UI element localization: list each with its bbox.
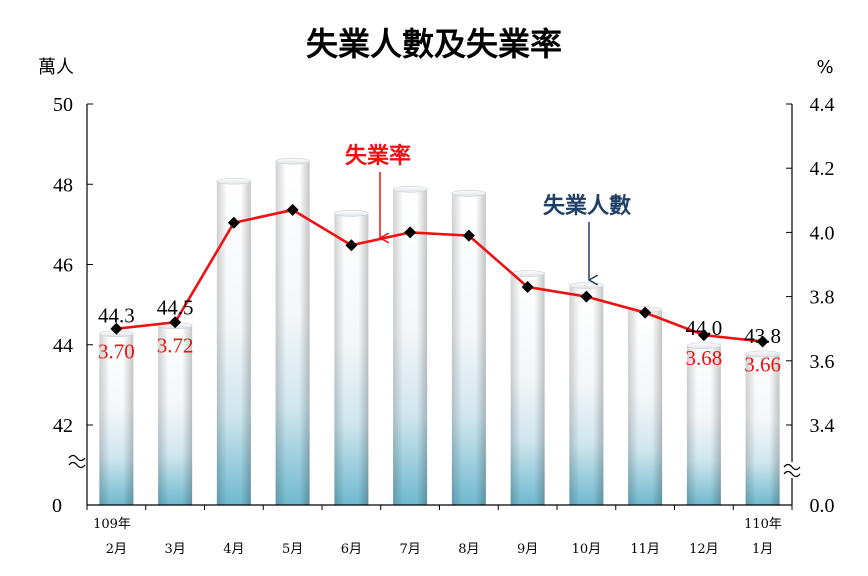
bar-data-label: 44.0 [686,316,723,340]
rate-line-series [110,203,769,348]
rate-marker-8 [521,280,534,293]
bar-7 [451,189,487,505]
rate-marker-7 [462,229,475,242]
rate-marker-2 [169,316,182,329]
rate-marker-6 [404,226,417,239]
right-tick-label: 3.8 [810,287,835,309]
category-label: 2月 [106,542,127,557]
bar-9 [569,282,604,505]
rate-data-label: 3.68 [686,346,723,370]
left-tick-label-zero: 0 [52,495,62,517]
bar-12 [745,350,780,505]
chart-title: 失業人數及失業率 [306,25,562,63]
bar-10 [627,306,663,505]
category-label: 11月 [630,542,660,557]
rate-marker-3 [227,216,240,229]
left-tick-label: 44 [53,335,73,357]
rate-marker-4 [286,203,299,216]
right-axis-break [783,462,801,478]
left-tick-label: 48 [53,174,73,196]
left-tick-label: 42 [53,415,73,437]
rate-data-label: 3.70 [98,340,135,364]
rate-data-label: 3.72 [157,333,194,357]
right-tick-label: 3.4 [810,415,835,437]
bar-1 [99,330,134,505]
category-label: 12月 [689,542,719,557]
category-label: 6月 [341,542,362,557]
rate-marker-10 [639,306,652,319]
bar-5 [334,210,369,505]
category-label: 3月 [164,542,185,557]
left-tick-label: 50 [53,94,73,116]
category-label: 5月 [282,542,303,557]
left-axis-break [68,453,86,469]
rate-data-label: 3.66 [744,353,781,377]
right-tick-label: 4.4 [810,94,835,116]
bar-series [99,157,780,506]
rate-marker-11 [697,329,710,342]
bar-data-label: 43.8 [744,324,781,348]
bar-3 [216,177,252,506]
category-label: 4月 [223,542,244,557]
rate-marker-5 [345,239,358,252]
rate-marker-12 [756,335,769,348]
bar-6 [392,185,428,505]
left-tick-label: 46 [53,255,73,277]
category-label: 9月 [517,542,538,557]
category-label: 10月 [572,542,602,557]
rate-marker-1 [110,322,123,335]
category-label: 1月 [752,542,773,557]
annotation-count: 失業人數 [543,194,631,219]
right-tick-label: 4.0 [810,222,835,244]
bar-data-label: 44.5 [157,296,194,320]
rate-marker-9 [580,290,593,303]
rate-line [116,208,763,343]
bar-8 [510,270,545,505]
data-labels: 44.3 44.5 44.0 43.8 3.70 3.72 3.68 3.66 [98,296,781,377]
year-end-label: 110年 [744,517,782,532]
right-tick-label: 4.2 [810,158,835,180]
right-axis-unit: % [816,57,833,78]
category-label: 8月 [458,542,479,557]
right-tick-label-zero: 0.0 [810,495,835,517]
annotation-rate: 失業率 [345,143,411,169]
bar-11 [686,342,722,505]
left-axis-unit: 萬人 [38,57,74,78]
year-start-label: 109年 [93,517,131,532]
category-label: 7月 [399,542,420,557]
bar-2 [157,322,193,505]
bar-data-label: 44.3 [98,304,135,328]
axes: 42 44 46 48 50 0 3.4 3.6 3.8 4.0 4.2 4.4 0.0 2月 3月 4月 5月… [52,94,835,557]
right-tick-label: 3.6 [810,351,835,373]
